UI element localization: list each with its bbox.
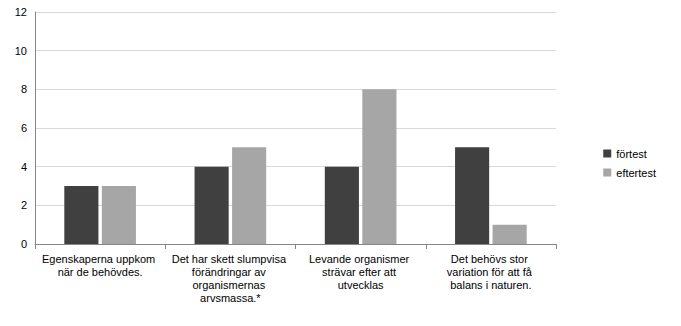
svg-text:Det har skett slumpvisa: Det har skett slumpvisa [172,253,289,265]
svg-text:4: 4 [21,161,27,173]
svg-text:2: 2 [21,199,27,211]
svg-text:när de behövdes.: när de behövdes. [58,266,143,278]
svg-text:utvecklas: utvecklas [338,279,384,291]
svg-text:organismernas: organismernas [192,279,268,291]
svg-text:förändringar av: förändringar av [192,266,269,278]
svg-text:6: 6 [21,122,27,134]
svg-text:eftertest: eftertest [616,167,656,179]
svg-text:8: 8 [21,83,27,95]
svg-text:balans i naturen.: balans i naturen. [450,279,531,291]
svg-text:arvsmassa.*: arvsmassa.* [200,292,261,304]
svg-text:variation för att få: variation för att få [447,266,535,278]
svg-text:Det behövs stor: Det behövs stor [451,253,531,265]
svg-text:Levande organismer: Levande organismer [309,253,412,265]
svg-text:0: 0 [21,238,27,250]
svg-text:12: 12 [15,6,27,18]
svg-text:Egenskaperna uppkom: Egenskaperna uppkom [42,253,158,265]
svg-text:10: 10 [15,45,27,57]
svg-text:strävar efter att: strävar efter att [322,266,399,278]
svg-text:förtest: förtest [616,148,647,160]
